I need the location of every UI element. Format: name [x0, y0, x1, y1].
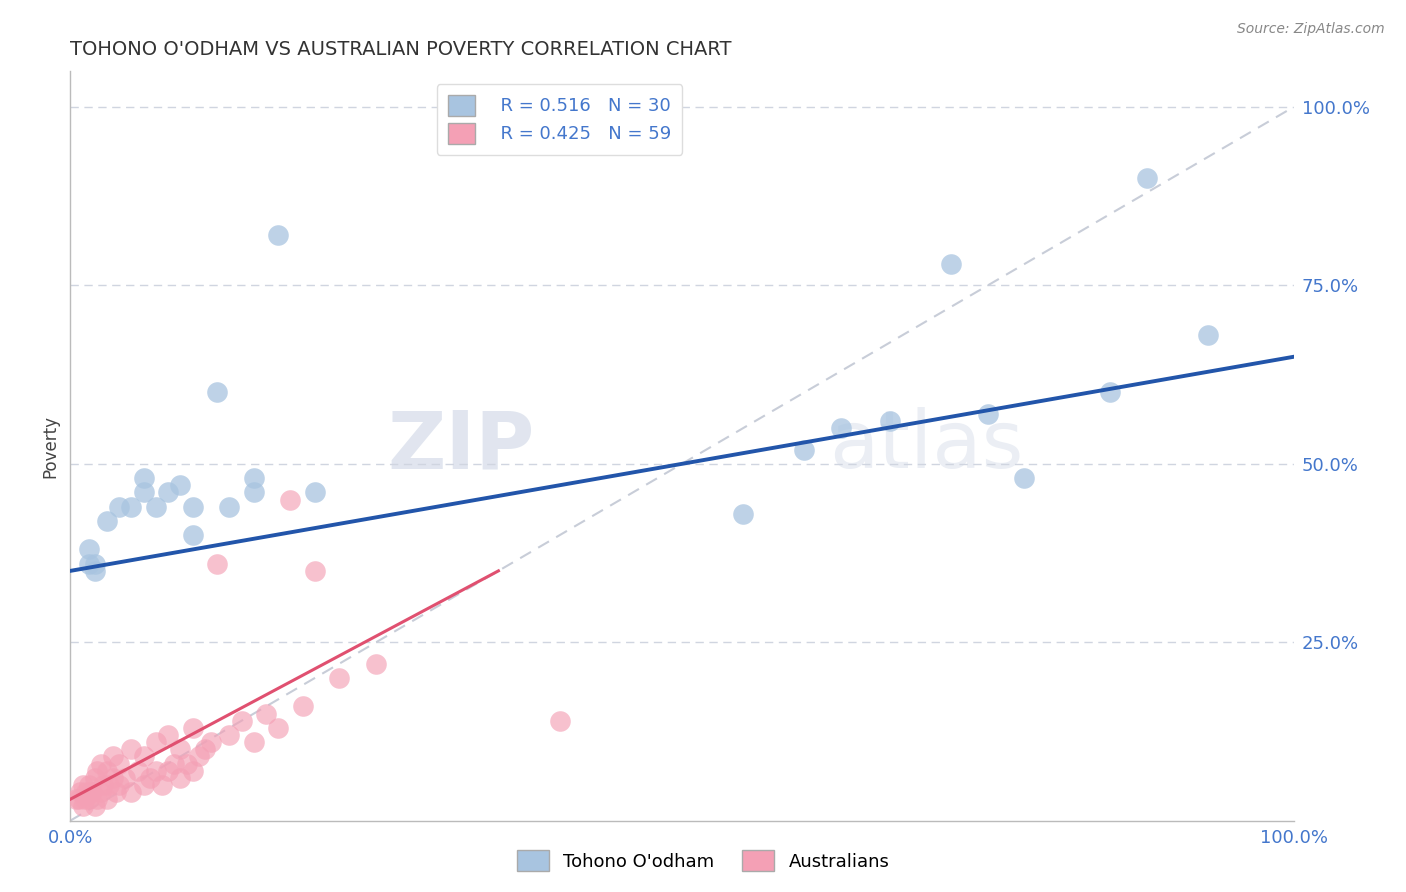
Point	[181, 721, 204, 735]
Point	[67, 792, 90, 806]
Point	[200, 735, 222, 749]
Point	[304, 485, 326, 500]
Point	[939, 257, 962, 271]
Point	[267, 228, 290, 243]
Point	[73, 792, 96, 806]
Point	[90, 785, 112, 799]
Point	[132, 778, 155, 792]
Point	[121, 500, 143, 514]
Point	[254, 706, 277, 721]
Point	[328, 671, 350, 685]
Point	[145, 735, 167, 749]
Point	[145, 500, 167, 514]
Point	[80, 785, 103, 799]
Point	[280, 492, 302, 507]
Y-axis label: Poverty: Poverty	[41, 415, 59, 477]
Point	[108, 756, 131, 771]
Point	[83, 557, 105, 571]
Point	[77, 542, 100, 557]
Point	[1099, 385, 1122, 400]
Point	[879, 414, 901, 428]
Point	[83, 799, 105, 814]
Point	[267, 721, 290, 735]
Point	[205, 557, 228, 571]
Point	[75, 785, 97, 799]
Point	[150, 778, 173, 792]
Point	[243, 471, 266, 485]
Point	[72, 799, 94, 814]
Point	[231, 714, 253, 728]
Point	[132, 749, 155, 764]
Point	[96, 792, 118, 806]
Point	[976, 407, 998, 421]
Point	[90, 756, 112, 771]
Point	[733, 507, 755, 521]
Point	[1014, 471, 1036, 485]
Point	[169, 771, 191, 785]
Point	[101, 771, 124, 785]
Text: TOHONO O'ODHAM VS AUSTRALIAN POVERTY CORRELATION CHART: TOHONO O'ODHAM VS AUSTRALIAN POVERTY COR…	[70, 39, 731, 59]
Point	[157, 485, 180, 500]
Point	[830, 421, 852, 435]
Text: ZIP: ZIP	[388, 407, 536, 485]
Point	[77, 557, 100, 571]
Point	[72, 778, 94, 792]
Legend:   R = 0.516   N = 30,   R = 0.425   N = 59: R = 0.516 N = 30, R = 0.425 N = 59	[437, 84, 682, 154]
Point	[91, 778, 114, 792]
Point	[176, 756, 198, 771]
Point	[96, 514, 118, 528]
Point	[304, 564, 326, 578]
Point	[205, 385, 228, 400]
Point	[127, 764, 149, 778]
Point	[366, 657, 388, 671]
Point	[181, 764, 204, 778]
Point	[243, 485, 266, 500]
Point	[86, 764, 108, 778]
Point	[121, 785, 143, 799]
Point	[114, 771, 136, 785]
Point	[548, 714, 571, 728]
Point	[69, 785, 91, 799]
Text: atlas: atlas	[828, 407, 1024, 485]
Point	[101, 749, 124, 764]
Point	[1197, 328, 1219, 343]
Point	[104, 785, 127, 799]
Point	[98, 778, 121, 792]
Legend: Tohono O'odham, Australians: Tohono O'odham, Australians	[509, 843, 897, 879]
Point	[132, 471, 155, 485]
Point	[194, 742, 217, 756]
Point	[218, 500, 240, 514]
Point	[157, 728, 180, 742]
Point	[139, 771, 162, 785]
Point	[291, 699, 314, 714]
Point	[243, 735, 266, 749]
Point	[121, 742, 143, 756]
Point	[83, 771, 105, 785]
Point	[77, 792, 100, 806]
Point	[187, 749, 209, 764]
Point	[65, 792, 87, 806]
Point	[108, 500, 131, 514]
Point	[169, 478, 191, 492]
Point	[96, 764, 118, 778]
Point	[169, 742, 191, 756]
Point	[163, 756, 186, 771]
Point	[132, 485, 155, 500]
Point	[83, 564, 105, 578]
Point	[793, 442, 815, 457]
Point	[77, 778, 100, 792]
Text: Source: ZipAtlas.com: Source: ZipAtlas.com	[1237, 22, 1385, 37]
Point	[181, 528, 204, 542]
Point	[1136, 171, 1159, 186]
Point	[145, 764, 167, 778]
Point	[157, 764, 180, 778]
Point	[218, 728, 240, 742]
Point	[108, 778, 131, 792]
Point	[86, 792, 108, 806]
Point	[82, 785, 104, 799]
Point	[181, 500, 204, 514]
